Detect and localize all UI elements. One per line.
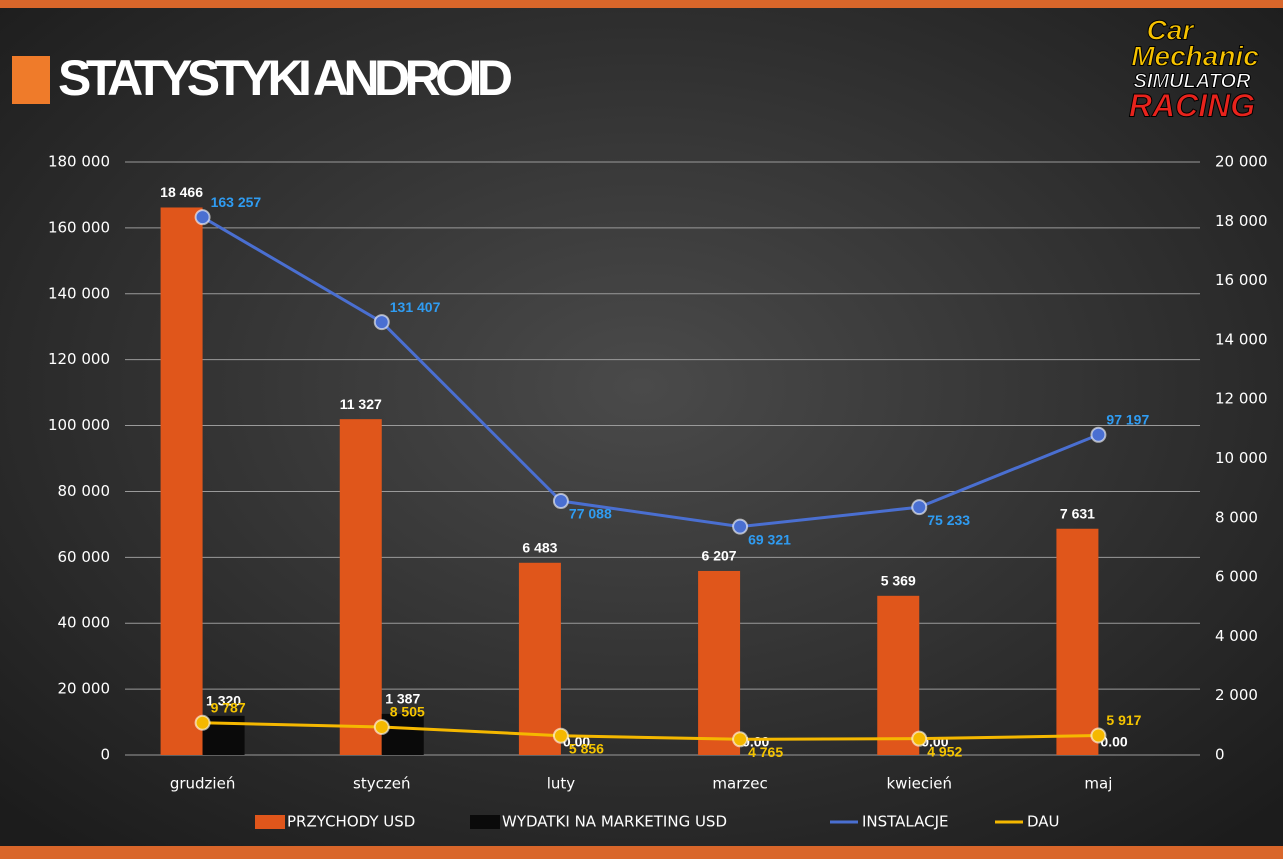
x-tick-label: styczeń bbox=[353, 775, 410, 793]
data-label: 9 787 bbox=[211, 699, 246, 715]
y2-tick-label: 0 bbox=[1215, 746, 1225, 764]
x-tick-label: luty bbox=[547, 775, 576, 793]
point bbox=[1091, 428, 1105, 442]
legend-label: DAU bbox=[1027, 813, 1060, 831]
data-label: 163 257 bbox=[211, 194, 262, 210]
point bbox=[912, 500, 926, 514]
point bbox=[375, 315, 389, 329]
y2-tick-label: 18 000 bbox=[1215, 212, 1268, 230]
y-tick-label: 40 000 bbox=[58, 614, 111, 632]
y2-tick-label: 12 000 bbox=[1215, 390, 1268, 408]
top-border bbox=[0, 0, 1283, 8]
data-label: 4 765 bbox=[748, 744, 783, 760]
bar bbox=[1056, 529, 1098, 755]
y2-tick-label: 2 000 bbox=[1215, 686, 1258, 704]
data-label: 7 631 bbox=[1060, 505, 1095, 521]
data-label: 6 207 bbox=[702, 548, 737, 564]
bottom-border bbox=[0, 846, 1283, 859]
y2-tick-label: 6 000 bbox=[1215, 568, 1258, 586]
legend-label: INSTALACJE bbox=[862, 813, 949, 831]
bar bbox=[382, 714, 424, 755]
data-label: 8 505 bbox=[390, 704, 425, 720]
y2-tick-label: 20 000 bbox=[1215, 153, 1268, 171]
point bbox=[733, 520, 747, 534]
bar bbox=[161, 207, 203, 755]
data-label: 5 856 bbox=[569, 740, 604, 756]
y2-tick-label: 10 000 bbox=[1215, 449, 1268, 467]
y-tick-label: 180 000 bbox=[48, 153, 110, 171]
data-label: 97 197 bbox=[1106, 411, 1149, 427]
data-label: 75 233 bbox=[927, 512, 970, 528]
y2-tick-label: 14 000 bbox=[1215, 330, 1268, 348]
y-tick-label: 20 000 bbox=[58, 680, 111, 698]
x-tick-label: kwiecień bbox=[886, 775, 952, 793]
x-tick-label: marzec bbox=[712, 775, 767, 793]
point bbox=[1091, 729, 1105, 743]
data-label: 5 369 bbox=[881, 573, 916, 589]
point bbox=[554, 729, 568, 743]
y-tick-label: 100 000 bbox=[48, 416, 110, 434]
y2-tick-label: 16 000 bbox=[1215, 271, 1268, 289]
data-label: 18 466 bbox=[160, 184, 203, 200]
logo-text: RACING bbox=[1129, 87, 1255, 123]
data-label: 77 088 bbox=[569, 506, 612, 522]
legend-label: WYDATKI NA MARKETING USD bbox=[502, 813, 727, 831]
chart-title: STATYSTYKI ANDROID bbox=[58, 50, 513, 106]
y-tick-label: 60 000 bbox=[58, 548, 111, 566]
x-tick-label: maj bbox=[1084, 775, 1112, 793]
bar bbox=[877, 596, 919, 755]
y2-tick-label: 8 000 bbox=[1215, 508, 1258, 526]
point bbox=[733, 732, 747, 746]
bar bbox=[519, 563, 561, 755]
legend-swatch bbox=[470, 815, 500, 829]
data-label: 5 917 bbox=[1106, 712, 1141, 728]
point bbox=[912, 732, 926, 746]
page: STATYSTYKI ANDROID Car Mechanic SIMULATO… bbox=[0, 0, 1283, 859]
y-tick-label: 120 000 bbox=[48, 350, 110, 368]
legend-swatch bbox=[255, 815, 285, 829]
y-tick-label: 160 000 bbox=[48, 218, 110, 236]
data-label: 6 483 bbox=[522, 539, 557, 555]
data-label: 69 321 bbox=[748, 531, 791, 547]
point bbox=[375, 720, 389, 734]
y-tick-label: 80 000 bbox=[58, 482, 111, 500]
chart: STATYSTYKI ANDROID Car Mechanic SIMULATO… bbox=[0, 0, 1283, 859]
logo-text: Mechanic bbox=[1131, 40, 1259, 71]
title-marker bbox=[12, 56, 50, 104]
point bbox=[196, 210, 210, 224]
y2-tick-label: 4 000 bbox=[1215, 627, 1258, 645]
data-label: 4 952 bbox=[927, 743, 962, 759]
point bbox=[554, 494, 568, 508]
data-label: 11 327 bbox=[340, 396, 382, 412]
y-tick-label: 0 bbox=[100, 746, 110, 764]
bar bbox=[340, 419, 382, 755]
x-tick-label: grudzień bbox=[170, 775, 236, 793]
legend-label: PRZYCHODY USD bbox=[287, 813, 415, 831]
y-tick-label: 140 000 bbox=[48, 284, 110, 302]
data-label: 131 407 bbox=[390, 299, 441, 315]
bar bbox=[698, 571, 740, 755]
point bbox=[196, 716, 210, 730]
